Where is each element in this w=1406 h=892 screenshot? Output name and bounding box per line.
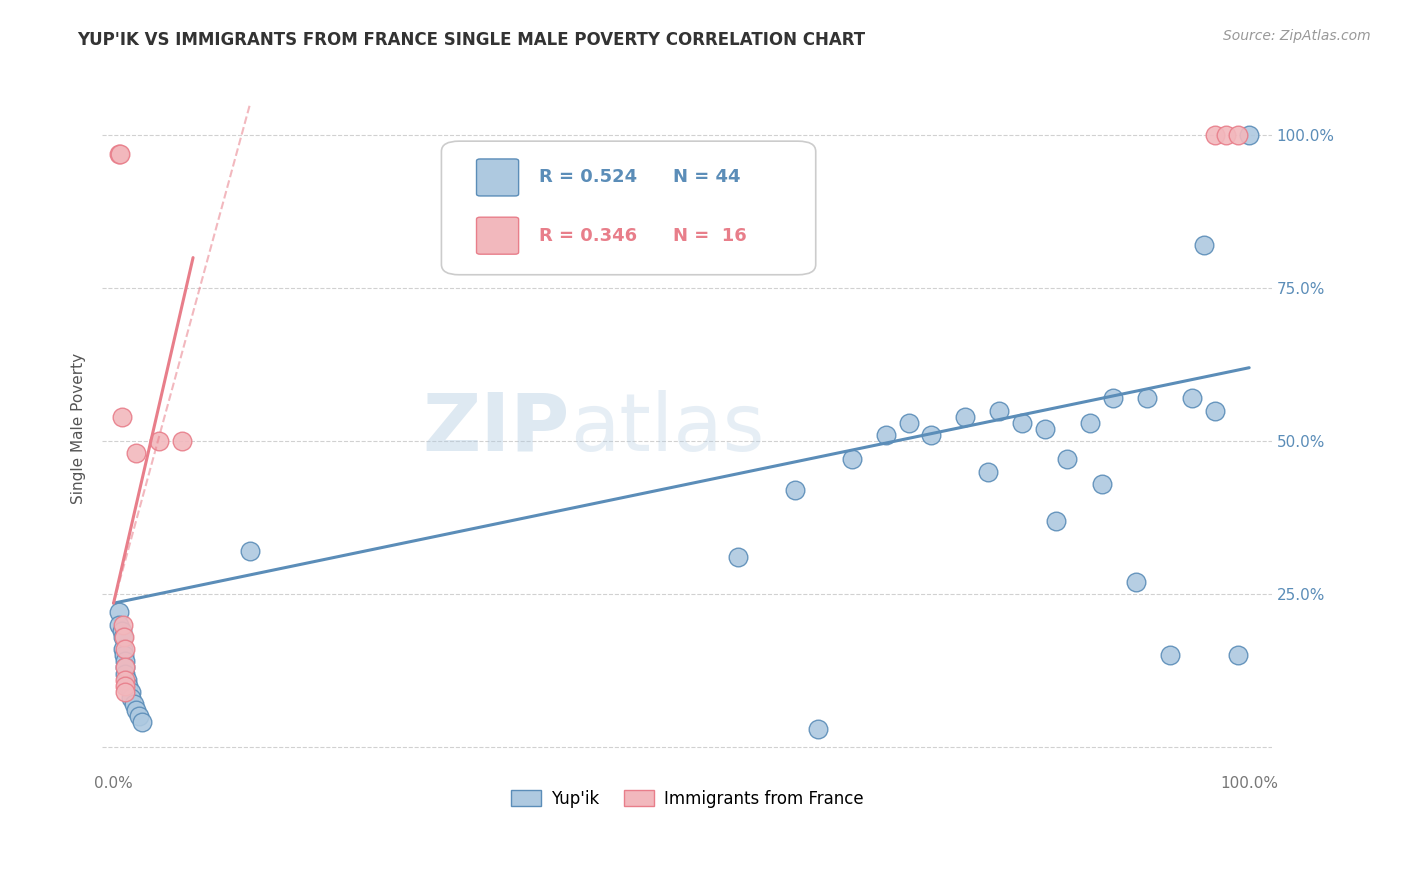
Point — [125, 446, 148, 460]
Point — [122, 697, 145, 711]
Point — [1192, 238, 1215, 252]
Point — [920, 428, 942, 442]
Point — [114, 642, 136, 657]
Point — [1056, 452, 1078, 467]
Point — [108, 146, 131, 161]
Point — [114, 685, 136, 699]
Point — [841, 452, 863, 467]
FancyBboxPatch shape — [477, 159, 519, 196]
Point — [807, 722, 830, 736]
Point — [114, 660, 136, 674]
Point — [1102, 392, 1125, 406]
Point — [897, 416, 920, 430]
Text: R = 0.346: R = 0.346 — [538, 227, 637, 244]
Point — [115, 673, 138, 687]
Point — [108, 605, 131, 619]
Legend: Yup'ik, Immigrants from France: Yup'ik, Immigrants from France — [503, 783, 870, 814]
Text: R = 0.524: R = 0.524 — [538, 169, 637, 186]
Point — [1226, 648, 1249, 662]
Text: ZIP: ZIP — [423, 390, 569, 468]
Point — [1125, 574, 1147, 589]
Point — [1011, 416, 1033, 430]
Point — [783, 483, 806, 497]
Point — [1215, 128, 1237, 143]
Point — [111, 642, 134, 657]
Point — [239, 544, 262, 558]
Point — [1078, 416, 1101, 430]
Point — [1204, 403, 1226, 417]
Point — [1204, 128, 1226, 143]
Point — [110, 409, 132, 424]
Point — [108, 617, 131, 632]
Point — [170, 434, 193, 449]
Point — [131, 715, 153, 730]
Text: Source: ZipAtlas.com: Source: ZipAtlas.com — [1223, 29, 1371, 43]
Point — [125, 703, 148, 717]
Point — [110, 624, 132, 638]
Point — [111, 630, 134, 644]
Point — [112, 630, 135, 644]
Point — [117, 679, 139, 693]
Point — [1237, 128, 1260, 143]
FancyBboxPatch shape — [477, 217, 519, 254]
Point — [128, 709, 150, 723]
Point — [1090, 477, 1112, 491]
FancyBboxPatch shape — [441, 141, 815, 275]
Point — [988, 403, 1011, 417]
Point — [114, 679, 136, 693]
Point — [727, 550, 749, 565]
Point — [1045, 514, 1067, 528]
Point — [114, 660, 136, 674]
Point — [1181, 392, 1204, 406]
Text: N = 44: N = 44 — [673, 169, 741, 186]
Point — [1033, 422, 1056, 436]
Point — [120, 690, 142, 705]
Point — [955, 409, 977, 424]
Point — [977, 465, 1000, 479]
Point — [114, 666, 136, 681]
Y-axis label: Single Male Poverty: Single Male Poverty — [72, 353, 86, 505]
Point — [1226, 128, 1249, 143]
Point — [875, 428, 897, 442]
Point — [1136, 392, 1159, 406]
Point — [114, 673, 136, 687]
Point — [1159, 648, 1181, 662]
Text: N =  16: N = 16 — [673, 227, 747, 244]
Point — [148, 434, 170, 449]
Point — [114, 654, 136, 668]
Text: atlas: atlas — [569, 390, 765, 468]
Point — [111, 617, 134, 632]
Text: YUP'IK VS IMMIGRANTS FROM FRANCE SINGLE MALE POVERTY CORRELATION CHART: YUP'IK VS IMMIGRANTS FROM FRANCE SINGLE … — [77, 31, 866, 49]
Point — [120, 685, 142, 699]
Point — [443, 146, 465, 161]
Point — [112, 648, 135, 662]
Point — [110, 146, 132, 161]
